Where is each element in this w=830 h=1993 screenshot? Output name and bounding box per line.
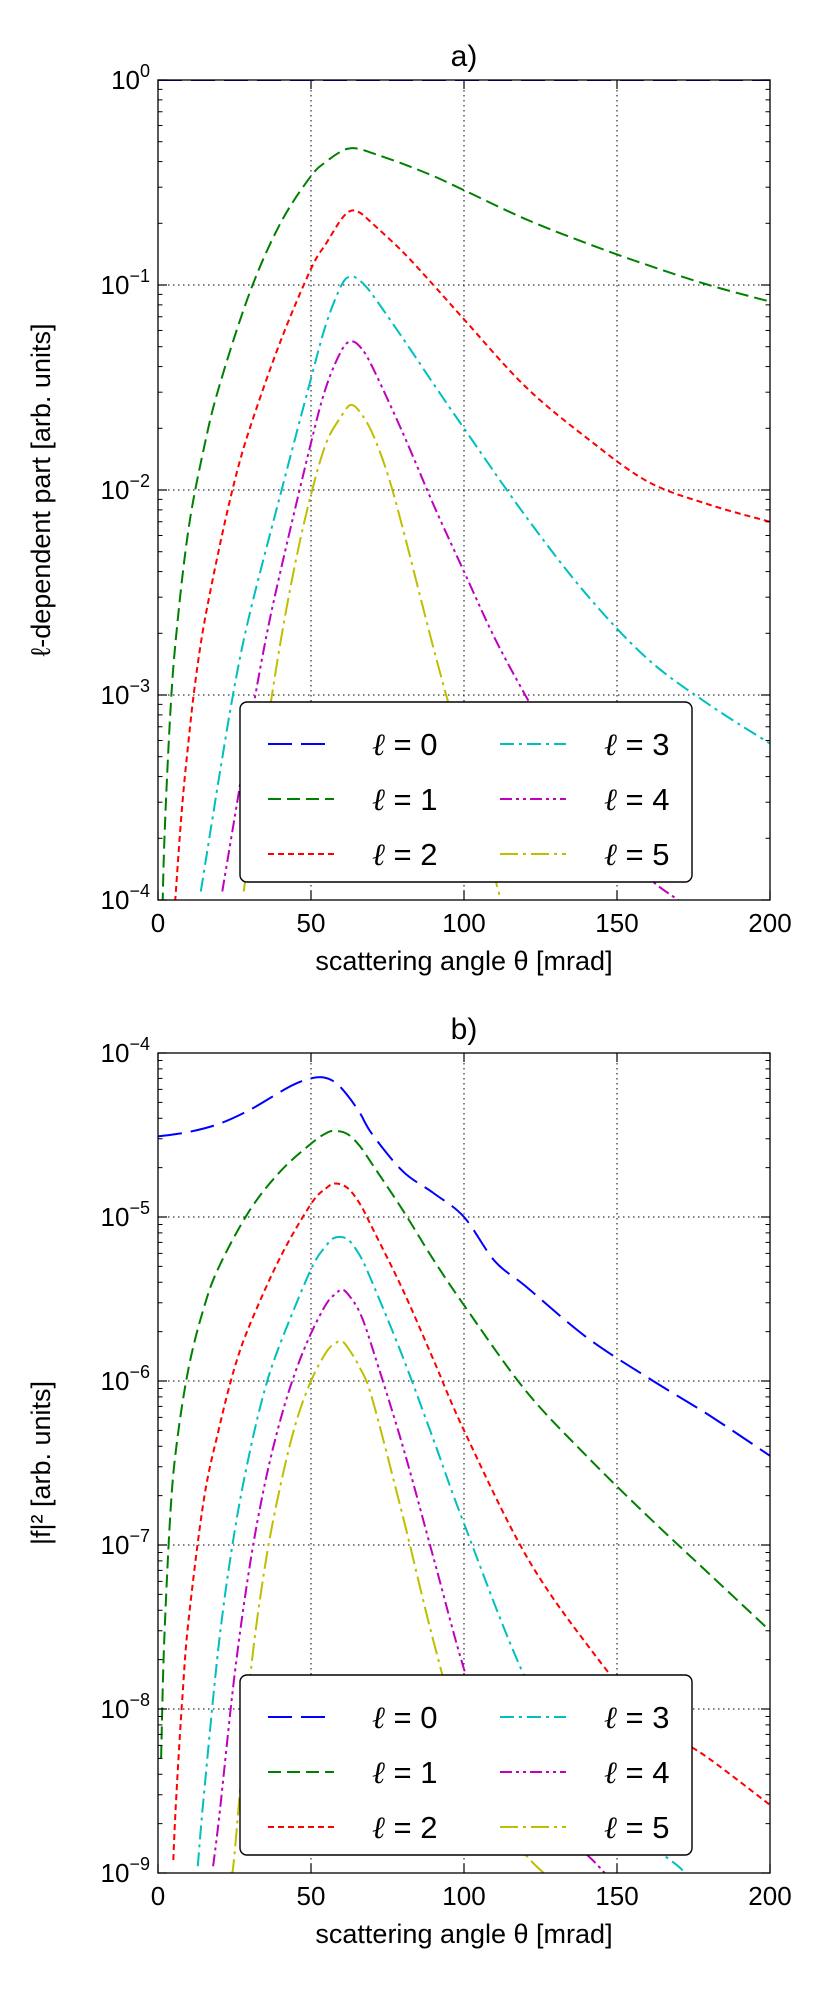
x-tick-label: 150 xyxy=(595,1881,638,1911)
series-line-l1 xyxy=(161,147,770,900)
y-axis-label-b: |f|² [arb. units] xyxy=(26,1381,56,1545)
legend-label-l4: ℓ = 4 xyxy=(604,782,670,818)
legend-label-l5: ℓ = 5 xyxy=(604,1810,670,1846)
legend-label-l3: ℓ = 3 xyxy=(604,1700,670,1736)
series-line-l3 xyxy=(199,275,770,892)
legend-label-l2: ℓ = 2 xyxy=(372,1810,438,1846)
series-line-l1 xyxy=(160,1129,770,1759)
legend-box xyxy=(239,701,693,883)
y-tick-label: 10−3 xyxy=(101,676,150,710)
legend-box xyxy=(239,1674,693,1856)
x-tick-label: 100 xyxy=(442,1881,485,1911)
panel-b: 0 50 100 150 200 10−9 10−8 10−7 10−6 10−5 10−4 b) sc… xyxy=(26,1013,792,1949)
chart-title-b: b) xyxy=(451,1013,478,1046)
legend-label-l1: ℓ = 1 xyxy=(372,782,438,818)
series-group-a xyxy=(158,80,770,900)
chart-title-a: a) xyxy=(451,40,478,73)
x-tick-label: 50 xyxy=(297,1881,326,1911)
legend-label-l0: ℓ = 0 xyxy=(372,1700,438,1736)
x-axis-label-b: scattering angle θ [mrad] xyxy=(315,1919,612,1949)
legend-label-l5: ℓ = 5 xyxy=(604,837,670,873)
y-tick-label: 100 xyxy=(111,61,150,95)
y-tick-label: 10−6 xyxy=(101,1362,150,1396)
y-tick-label: 10−9 xyxy=(101,1854,150,1888)
legend-label-l4: ℓ = 4 xyxy=(604,1755,670,1791)
y-tick-label: 10−8 xyxy=(101,1690,150,1724)
x-tick-label: 0 xyxy=(151,908,165,938)
panel-a: 0 50 100 150 200 10−4 10−3 10−2 10−1 100 a) scatter… xyxy=(26,40,792,976)
x-tick-label: 200 xyxy=(748,908,791,938)
x-tick-label: 200 xyxy=(748,1881,791,1911)
legend-b: ℓ = 0 ℓ = 1 ℓ = 2 ℓ = 3 ℓ = 4 ℓ = 5 xyxy=(239,1674,693,1856)
y-tick-label: 10−5 xyxy=(101,1198,150,1232)
series-line-l2 xyxy=(174,209,770,900)
ticks-b xyxy=(157,1052,771,1874)
legend-label-l2: ℓ = 2 xyxy=(372,837,438,873)
y-tick-label: 10−2 xyxy=(101,471,150,505)
ticks-a xyxy=(157,79,771,901)
grid-a xyxy=(158,80,770,900)
y-tick-label: 10−4 xyxy=(101,1034,150,1068)
y-tick-label: 10−7 xyxy=(101,1526,150,1560)
y-axis-label-a: ℓ-dependent part [arb. units] xyxy=(26,324,56,657)
series-line-l3 xyxy=(196,1235,686,1873)
x-tick-label: 100 xyxy=(442,908,485,938)
series-line-l0 xyxy=(158,1076,770,1457)
legend-label-l3: ℓ = 3 xyxy=(604,727,670,763)
legend-a: ℓ = 0 ℓ = 1 ℓ = 2 ℓ = 3 ℓ = 4 ℓ = 5 xyxy=(239,701,693,883)
x-axis-label-a: scattering angle θ [mrad] xyxy=(315,946,612,976)
y-tick-label: 10−1 xyxy=(101,266,150,300)
x-tick-label: 150 xyxy=(595,908,638,938)
series-line-l2 xyxy=(172,1182,770,1861)
x-tick-label: 0 xyxy=(151,1881,165,1911)
x-tick-label: 50 xyxy=(297,908,326,938)
y-tick-label: 10−4 xyxy=(101,881,150,915)
legend-label-l1: ℓ = 1 xyxy=(372,1755,438,1791)
legend-label-l0: ℓ = 0 xyxy=(372,727,438,763)
